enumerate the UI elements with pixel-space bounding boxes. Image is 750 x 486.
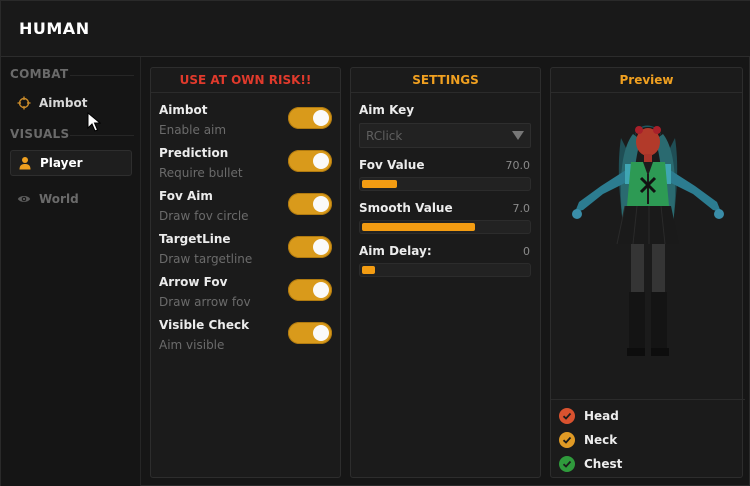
aim-key-value: RClick: [366, 129, 403, 143]
section-divider: [70, 135, 134, 136]
risk-panel: USE AT OWN RISK!! Aimbot Enable aim Predic…: [150, 67, 341, 478]
toggle-title: Prediction: [159, 146, 229, 160]
chevron-down-icon: [512, 131, 524, 140]
hitbox-label: Head: [584, 409, 619, 423]
toggle-row: Prediction Require bullet: [159, 146, 334, 186]
slider-value: 0: [523, 245, 530, 258]
slider-label: Smooth Value: [359, 201, 453, 215]
slider-fill: [362, 223, 475, 231]
aim-key-select[interactable]: RClick: [359, 123, 531, 148]
toggle-row: Arrow Fov Draw arrow fov: [159, 275, 334, 315]
sidebar-item-player[interactable]: Player: [10, 150, 132, 176]
sidebar-item-aimbot[interactable]: Aimbot: [10, 90, 132, 116]
preview-panel-header: Preview: [551, 68, 742, 93]
section-label-visuals: VISUALS: [10, 127, 134, 141]
hitbox-row: Neck: [559, 431, 617, 449]
slider-track[interactable]: [359, 220, 531, 234]
toggle-knob: [313, 239, 329, 255]
section-label-combat: COMBAT: [10, 67, 134, 81]
toggle-switch[interactable]: [288, 193, 332, 215]
toggle-knob: [313, 325, 329, 341]
section-divider: [70, 75, 134, 76]
check-icon[interactable]: [559, 456, 575, 472]
toggle-subtitle: Draw targetline: [159, 252, 253, 266]
risk-panel-header: USE AT OWN RISK!!: [151, 68, 340, 93]
sidebar-item-label: Player: [40, 156, 83, 170]
check-icon[interactable]: [559, 432, 575, 448]
toggle-switch[interactable]: [288, 322, 332, 344]
slider-track[interactable]: [359, 177, 531, 191]
person-icon: [18, 156, 32, 170]
toggle-row: Aimbot Enable aim: [159, 103, 334, 143]
sidebar-item-world[interactable]: World: [10, 186, 132, 212]
toggle-switch[interactable]: [288, 236, 332, 258]
preview-panel: Preview: [550, 67, 745, 478]
toggle-subtitle: Aim visible: [159, 338, 225, 352]
crosshair-icon: [17, 96, 31, 110]
sidebar-item-label: World: [39, 192, 79, 206]
hitbox-label: Neck: [584, 433, 618, 447]
toggle-title: Fov Aim: [159, 189, 213, 203]
toggle-row: Visible Check Aim visible: [159, 318, 334, 358]
slider-value: 70.0: [505, 159, 531, 172]
window-title: HUMAN: [19, 19, 90, 38]
toggle-subtitle: Enable aim: [159, 123, 227, 137]
toggle-knob: [313, 282, 329, 298]
slider-fill: [362, 266, 375, 274]
toggle-switch[interactable]: [288, 107, 332, 129]
toggle-subtitle: Draw fov circle: [159, 209, 249, 223]
toggle-row: Fov Aim Draw fov circle: [159, 189, 334, 229]
toggle-subtitle: Draw arrow fov: [159, 295, 251, 309]
toggle-title: TargetLine: [159, 232, 231, 246]
toggle-subtitle: Require bullet: [159, 166, 243, 180]
settings-panel: SETTINGS Aim Key RClick Fov Value 70.0 Smo…: [350, 67, 541, 478]
mouse-cursor-icon: [87, 112, 101, 132]
eye-icon: [17, 192, 31, 206]
character-model-image: [572, 125, 724, 356]
check-icon[interactable]: [559, 408, 575, 424]
hitbox-row: Head: [559, 407, 619, 425]
toggle-switch[interactable]: [288, 150, 332, 172]
title-bar[interactable]: HUMAN: [1, 1, 750, 57]
toggle-knob: [313, 110, 329, 126]
aim-key-label: Aim Key: [359, 103, 415, 117]
hitbox-list: Head Neck Chest: [551, 399, 745, 478]
toggle-row: TargetLine Draw targetline: [159, 232, 334, 272]
sidebar-item-label: Aimbot: [39, 96, 88, 110]
slider-value: 7.0: [512, 202, 531, 215]
hitbox-row: Chest: [559, 455, 622, 473]
sidebar: COMBAT Aimbot VISUALS Player World: [1, 57, 141, 486]
toggle-knob: [313, 196, 329, 212]
slider-track[interactable]: [359, 263, 531, 277]
slider-fill: [362, 180, 397, 188]
hitbox-label: Chest: [584, 457, 623, 471]
character-preview: [551, 94, 745, 398]
slider-label: Aim Delay:: [359, 244, 432, 258]
toggle-title: Arrow Fov: [159, 275, 228, 289]
slider-label: Fov Value: [359, 158, 425, 172]
toggle-title: Visible Check: [159, 318, 250, 332]
toggle-switch[interactable]: [288, 279, 332, 301]
settings-panel-header: SETTINGS: [351, 68, 540, 93]
toggle-title: Aimbot: [159, 103, 208, 117]
toggle-knob: [313, 153, 329, 169]
